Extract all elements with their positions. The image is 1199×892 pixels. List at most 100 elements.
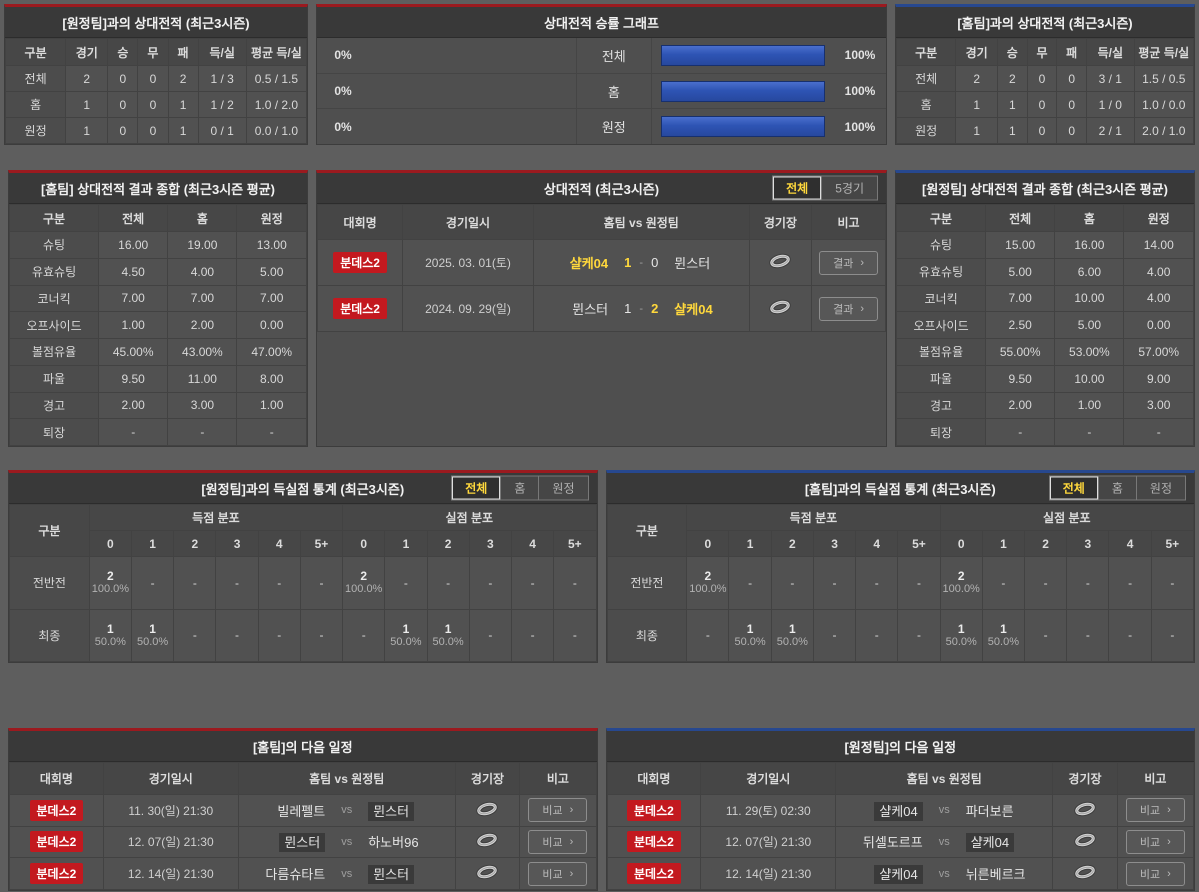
arrow-icon: › [1167,804,1171,817]
score-separator: - [639,302,644,315]
cell-value: 0 [137,117,169,144]
column-header: 2 [770,530,814,557]
column-header: 대회명 [9,762,104,795]
table-row: 볼점유율 55.00% 53.00% 57.00% [895,338,1194,366]
tab-원정[interactable]: 원정 [1135,476,1185,500]
arrow-icon: › [569,835,574,848]
cell-value: 0 [1056,65,1088,92]
stadium-icon[interactable] [1073,864,1097,880]
goal-cell: 1 50.0% [728,608,772,662]
teams-cell: 샬케04 vs 파더보른 [835,794,1054,827]
table-row: 슈팅 15.00 16.00 14.00 [895,231,1194,259]
cell-value: 1 / 0 [1086,91,1135,118]
winrate-row-label: 전체 [575,38,652,73]
panel-title: [원정팀]의 다음 일정 [844,739,957,755]
goal-cell: - [299,556,344,610]
away-team-name: 뮌스터 [368,801,415,821]
panel-title-bar: [원정팀]의 다음 일정 [606,731,1194,762]
arrow-icon: › [569,804,574,817]
group-header: 실점 분포 [939,504,1195,531]
tab-전체[interactable]: 전체 [452,476,501,500]
teams-cell: 뒤셀도르프 vs 샬케04 [835,825,1054,859]
panel-title: [홈팀]과의 득실점 통계 (최근3시즌) [804,481,996,497]
cell-value: 1 [65,91,109,118]
table-row: 유효슈팅 5.00 6.00 4.00 [895,257,1194,286]
goal-stat-row: 최종 -1 50.0% 1 50.0% - - -1 50.0% 1 50.0% - - - - [606,608,1195,662]
vs-label: vs [938,867,950,880]
cell-value: 57.00% [1123,338,1194,366]
column-header: 5+ [299,530,344,557]
schedule-table-body: 대회명 경기일시 홈팀 vs 원정팀 경기장 비고 분데스2 11. 30(일) 21:30… [9,762,597,890]
panel-title-bar: [원정팀]과의 상대전적 (최근3시즌) [5,7,307,38]
cell-value: 0 [1026,91,1058,118]
result-button[interactable]: 결과 › [819,296,879,321]
stadium-icon[interactable] [1073,832,1097,848]
stadium-icon[interactable] [475,832,499,848]
cell-value: 9.50 [985,364,1056,393]
column-header: 구분 [895,38,957,66]
cell-value: - [1054,418,1125,446]
compare-button[interactable]: 비교 › [1125,861,1185,886]
cell-value: 1 [955,91,998,118]
compare-button[interactable]: 비교 › [528,861,588,886]
column-header: 2 [1024,530,1068,557]
vs-label: vs [938,835,950,848]
team-line: 다름슈타트 vs 뮌스터 [239,864,454,885]
column-header: 3 [1066,530,1110,557]
stadium-icon[interactable] [768,299,792,315]
table-row: 전체 2 0 0 2 1 / 3 0.5 / 1.5 [4,65,308,92]
stadium-icon[interactable] [1073,801,1097,817]
match-date: 12. 14(일) 21:30 [700,857,837,890]
cell-value: 7.00 [167,284,238,313]
panel-title: [원정팀]과의 득실점 통계 (최근3시즌) [201,481,405,497]
schedule-row: 분데스2 11. 30(일) 21:30 빌레펠트 vs 뮌스터 비교 › [9,794,597,827]
cell-value: 2 [65,65,109,92]
goal-cell: - [812,556,857,610]
table-row: 오프사이드 1.00 2.00 0.00 [8,311,307,339]
tab-홈[interactable]: 홈 [500,476,539,500]
stadium-icon[interactable] [768,253,792,269]
record-table-body: 구분 경기 승 무 패 득/실 평균 득/실 전체 2 0 0 2 1 / 3 0.5 / 1.5 홈 1 0 0… [4,38,308,144]
stadium-cell [454,857,521,890]
cell-value: 3.00 [1123,391,1194,420]
result-button[interactable]: 결과 › [819,250,879,275]
tab-전체[interactable]: 전체 [773,176,822,200]
goal-percent: 100.0% [91,583,130,596]
team-line: 샬케04 vs 파더보른 [837,801,1052,821]
table-row: 오프사이드 2.50 5.00 0.00 [895,311,1194,339]
column-header: 원정 [236,204,307,232]
column-header: 패 [167,38,199,66]
arrow-icon: › [569,867,574,880]
column-header: 평균 득/실 [245,38,308,66]
stadium-icon[interactable] [475,864,499,880]
goal-cell: - [553,556,597,610]
compare-button[interactable]: 비교 › [1125,829,1185,854]
cell-value: 0 [107,117,139,144]
stadium-icon[interactable] [475,801,499,817]
column-header: 1 [728,530,772,557]
h2h-match-list: 대회명 경기일시 홈팀 vs 원정팀 경기장 비고 분데스2 2025. 03. 01(토)… [316,204,886,446]
cell-value: 0 / 1 [197,117,247,144]
goal-cell: 1 50.0% [981,608,1026,662]
home-team-name: 뒤셀도르프 [862,835,923,851]
team-line: 샬케04 vs 뉘른베르크 [837,864,1052,885]
table-row: 코너킥 7.00 7.00 7.00 [8,284,307,313]
compare-button[interactable]: 비교 › [1125,798,1185,823]
tab-홈[interactable]: 홈 [1097,476,1136,500]
goal-percent: 50.0% [432,635,464,648]
compare-button[interactable]: 비교 › [528,798,588,823]
goal-cell: 1 50.0% [130,608,175,662]
home-winrate-bar-track [378,81,567,102]
cell-value: 16.00 [98,231,169,259]
away-winrate-bar-track [660,116,825,138]
goal-cell: - [897,556,941,610]
header-row: 구분 경기 승 무 패 득/실 평균 득/실 [895,38,1195,66]
tab-5경기[interactable]: 5경기 [821,176,877,200]
tab-원정[interactable]: 원정 [538,476,588,500]
tab-전체[interactable]: 전체 [1049,476,1098,500]
league-cell: 분데스2 [316,285,404,332]
panel-title-bar: [원정팀]과의 득실점 통계 (최근3시즌) 전체 홈 원정 [9,473,597,504]
teams-cell: 빌레펠트 vs 뮌스터 [237,794,456,827]
subheader-row: 0 1 2 3 4 5+ 0 1 2 3 4 5+ [607,530,1195,557]
compare-button[interactable]: 비교 › [528,829,588,854]
